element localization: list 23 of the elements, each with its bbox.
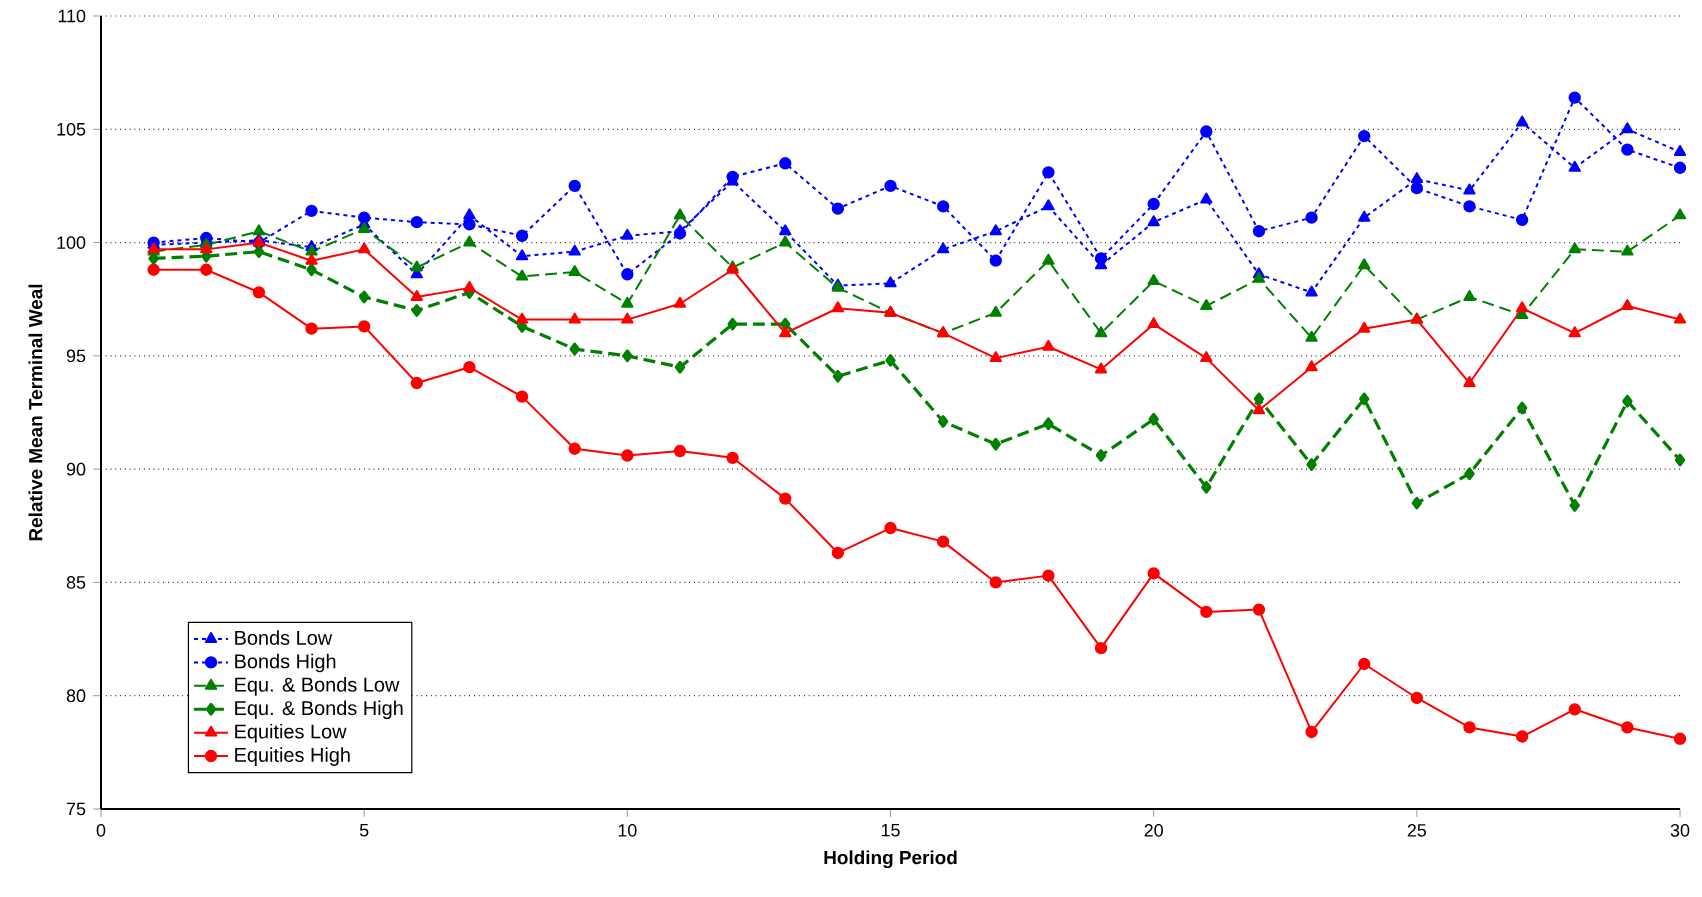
x-tick-label: 25 xyxy=(1407,824,1427,837)
y-axis-title: Relative Mean Terminal Weal xyxy=(28,284,43,541)
y-tick-label: 110 xyxy=(58,9,86,23)
legend-label: Equities High xyxy=(235,747,350,766)
x-tick-label: 10 xyxy=(618,824,637,837)
x-tick-label: 0 xyxy=(96,824,106,837)
y-tick-label: 105 xyxy=(57,122,86,136)
y-tick-label: 80 xyxy=(66,689,86,703)
x-tick-label: 15 xyxy=(881,824,900,837)
x-tick-label: 20 xyxy=(1144,824,1163,837)
y-tick-label: 85 xyxy=(66,576,86,589)
legend-label: Bonds High xyxy=(235,653,336,673)
legend-label: Equ. & Bonds Low xyxy=(235,677,400,696)
legend-label: Equ. & Bonds High xyxy=(235,700,403,720)
x-axis-title: Holding Period xyxy=(824,850,957,869)
legend-label: Equities Low xyxy=(235,723,347,743)
x-tick-label: 30 xyxy=(1670,824,1690,837)
y-tick-label: 100 xyxy=(57,236,86,249)
x-tick-label: 5 xyxy=(359,824,369,837)
legend-label: Bonds Low xyxy=(235,630,333,645)
y-tick-label: 90 xyxy=(66,462,86,476)
y-tick-label: 75 xyxy=(66,802,86,816)
y-tick-label: 95 xyxy=(66,349,86,363)
